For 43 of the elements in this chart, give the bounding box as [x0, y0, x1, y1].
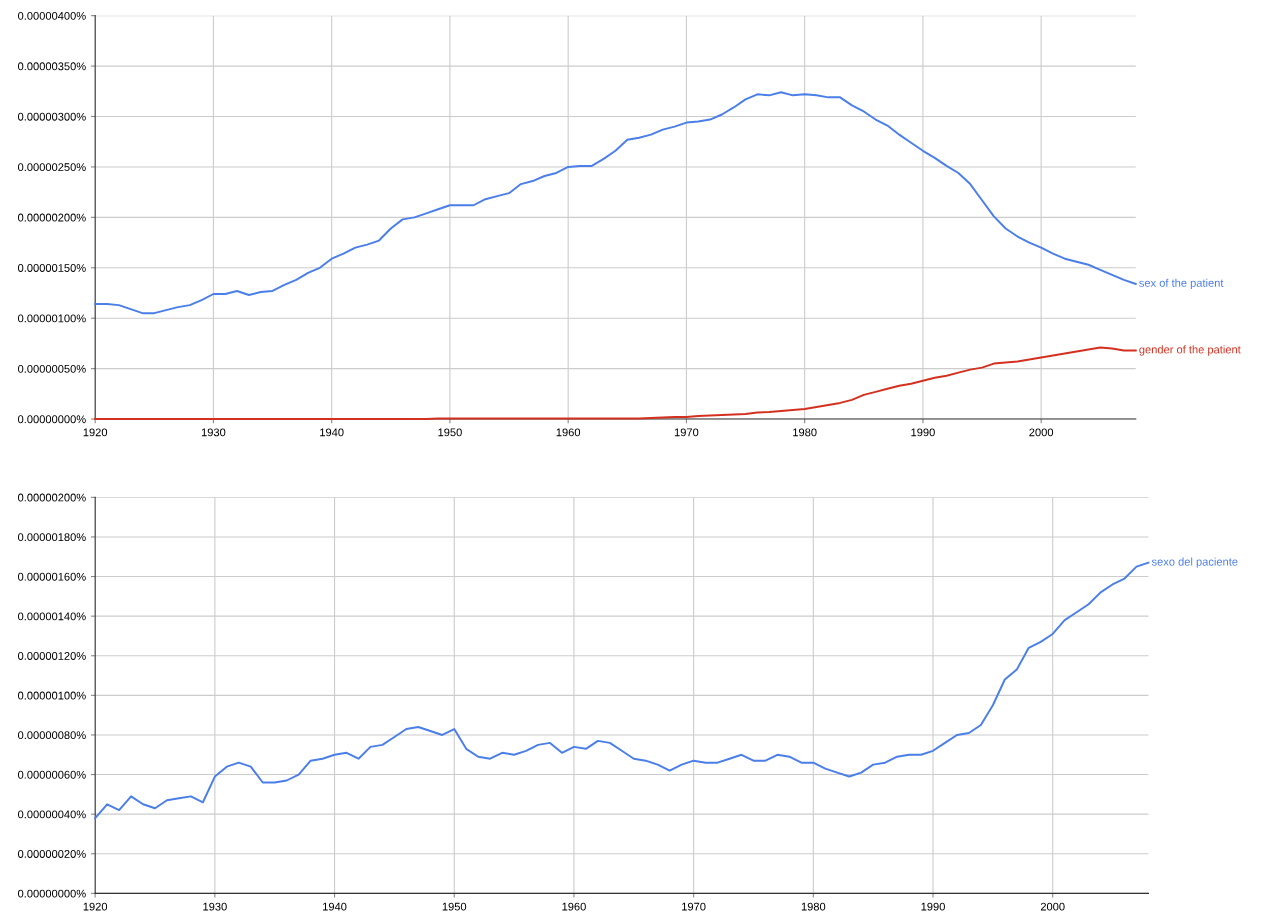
y-tick-label: 0.00000100% [18, 691, 86, 700]
x-tick-label: 1950 [438, 428, 462, 437]
y-tick-label: 0.00000300% [18, 112, 86, 121]
x-tick-label: 1960 [556, 428, 581, 437]
y-tick-label: 0.00000000% [18, 889, 86, 898]
y-tick-label: 0.00000060% [18, 770, 86, 779]
x-tick-label: 1980 [793, 428, 817, 437]
y-tick-label: 0.00000020% [18, 850, 86, 858]
y-tick-label: 0.00000120% [18, 652, 86, 660]
line-series [94, 91, 1137, 315]
y-tick-label: 0.00000200% [18, 213, 86, 222]
x-tick-label: 2000 [1029, 428, 1054, 437]
y-tick-label: 0.00000350% [18, 62, 86, 71]
y-tick-label: 0.00000200% [18, 493, 86, 502]
line-series [94, 561, 1150, 820]
x-tick-label: 1970 [674, 428, 699, 437]
series-label: sex of the patient [1139, 278, 1224, 290]
y-tick-label: 0.00000100% [18, 314, 86, 323]
y-tick-label: 0.00000080% [18, 731, 86, 740]
x-tick-label: 1930 [201, 428, 226, 437]
series-label: gender of the patient [1139, 345, 1241, 356]
y-tick-label: 0.00000050% [18, 364, 86, 373]
x-tick-label: 1990 [911, 428, 935, 437]
x-tick-label: 1940 [323, 902, 347, 911]
y-tick-label: 0.00000180% [18, 533, 86, 542]
x-tick-label: 1970 [682, 902, 706, 911]
y-tick-label: 0.00000160% [18, 572, 86, 581]
x-tick-label: 1980 [801, 902, 826, 911]
y-tick-label: 0.00000140% [18, 612, 86, 621]
x-tick-label: 1940 [320, 428, 344, 437]
y-tick-label: 0.00000000% [18, 415, 86, 424]
x-tick-label: 1920 [83, 428, 108, 437]
x-tick-label: 1950 [442, 902, 467, 911]
x-tick-label: 1930 [203, 902, 227, 911]
series-label: sexo del paciente [1151, 557, 1238, 568]
y-tick-label: 0.00000400% [18, 11, 86, 20]
y-tick-label: 0.00000040% [18, 810, 86, 819]
x-tick-label: 1990 [921, 902, 945, 911]
x-tick-label: 1920 [83, 902, 108, 911]
x-tick-label: 1960 [562, 902, 586, 911]
y-tick-label: 0.00000250% [18, 163, 86, 172]
y-tick-label: 0.00000150% [18, 264, 86, 272]
x-tick-label: 2000 [1040, 902, 1065, 911]
